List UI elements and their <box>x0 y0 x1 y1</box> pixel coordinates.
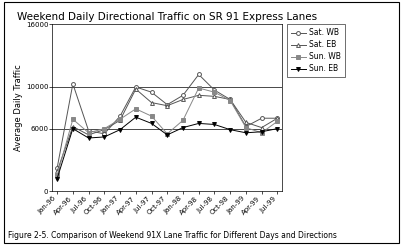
Sat. WB <box>275 117 280 120</box>
Sun. WB <box>118 118 123 121</box>
Sun. EB <box>228 128 233 131</box>
Sun. WB <box>228 99 233 102</box>
Sat. WB <box>133 86 138 88</box>
Sun. EB <box>212 123 217 126</box>
Sun. EB <box>118 128 123 131</box>
Sun. EB <box>86 136 91 139</box>
Sun. EB <box>133 116 138 119</box>
Sun. WB <box>196 86 201 89</box>
Sat. WB <box>71 82 75 85</box>
Sat. WB <box>243 125 248 128</box>
Sat. EB <box>86 133 91 136</box>
Sun. EB <box>149 122 154 125</box>
Sun. WB <box>71 118 75 121</box>
Title: Weekend Daily Directional Traffic on SR 91 Express Lanes: Weekend Daily Directional Traffic on SR … <box>17 12 317 22</box>
Sat. WB <box>118 115 123 118</box>
Sun. WB <box>259 131 264 134</box>
Sat. WB <box>86 129 91 132</box>
Sat. EB <box>133 87 138 90</box>
Sat. WB <box>228 98 233 101</box>
Sat. WB <box>165 103 170 106</box>
Sat. WB <box>149 91 154 94</box>
Sat. EB <box>212 95 217 98</box>
Sun. EB <box>71 127 75 130</box>
Sat. WB <box>55 167 60 170</box>
Sat. WB <box>212 89 217 92</box>
Line: Sat. EB: Sat. EB <box>55 87 279 173</box>
Sat. WB <box>102 132 107 135</box>
Sun. EB <box>196 122 201 125</box>
Sat. WB <box>196 73 201 76</box>
Line: Sat. WB: Sat. WB <box>55 73 279 170</box>
Line: Sun. EB: Sun. EB <box>55 115 279 181</box>
Sat. EB <box>275 117 280 120</box>
Sun. WB <box>133 107 138 110</box>
Sun. WB <box>243 126 248 129</box>
Sun. WB <box>149 115 154 118</box>
Sat. EB <box>118 119 123 122</box>
Sun. WB <box>165 132 170 135</box>
Text: Figure 2-5. Comparison of Weekend 91X Lane Traffic for Different Days and Direct: Figure 2-5. Comparison of Weekend 91X La… <box>8 231 337 240</box>
Sat. EB <box>196 94 201 97</box>
Sun. WB <box>102 127 107 130</box>
Sun. EB <box>243 131 248 134</box>
Sat. EB <box>149 101 154 104</box>
Sun. WB <box>55 174 60 177</box>
Sat. WB <box>259 117 264 120</box>
Sun. EB <box>181 126 185 129</box>
Sat. EB <box>102 128 107 131</box>
Sat. EB <box>259 126 264 129</box>
Sun. EB <box>259 130 264 133</box>
Sat. EB <box>181 98 185 101</box>
Sun. EB <box>102 135 107 138</box>
Sat. EB <box>55 170 60 173</box>
Sun. EB <box>165 133 170 136</box>
Y-axis label: Average Daily Traffic: Average Daily Traffic <box>14 64 23 151</box>
Sat. EB <box>243 121 248 124</box>
Sun. EB <box>55 177 60 180</box>
Sat. EB <box>165 104 170 107</box>
Sat. EB <box>71 125 75 128</box>
Sun. WB <box>212 91 217 94</box>
Sat. EB <box>228 98 233 101</box>
Legend: Sat. WB, Sat. EB, Sun. WB, Sun. EB: Sat. WB, Sat. EB, Sun. WB, Sun. EB <box>287 24 345 77</box>
Sun. WB <box>275 120 280 123</box>
Sun. WB <box>181 119 185 122</box>
Line: Sun. WB: Sun. WB <box>55 86 279 177</box>
Sun. WB <box>86 131 91 134</box>
Sun. EB <box>275 127 280 130</box>
Sat. WB <box>181 94 185 97</box>
